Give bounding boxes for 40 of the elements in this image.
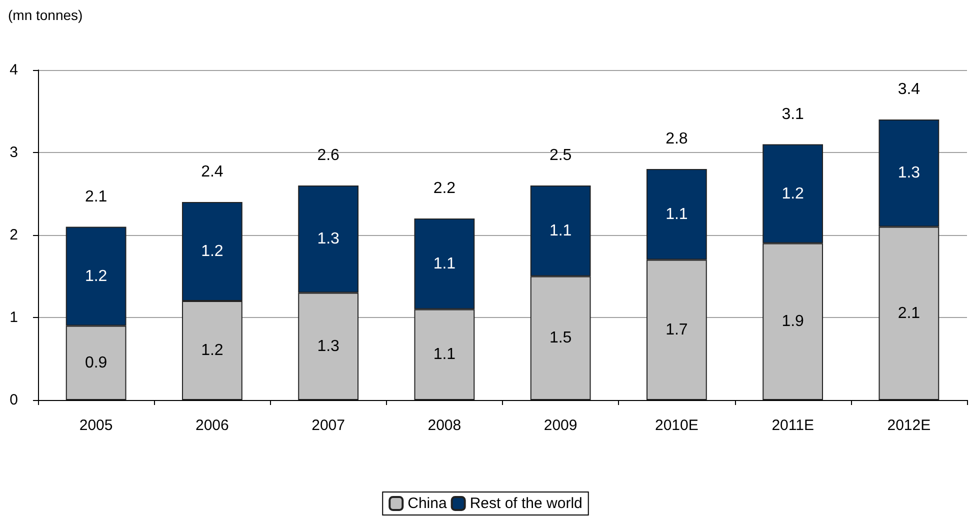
y-tick-label: 1 [10, 309, 18, 326]
total-label: 3.1 [782, 106, 804, 123]
data-label: 1.1 [666, 206, 688, 223]
data-label: 1.5 [549, 330, 572, 347]
legend-label: China [408, 495, 448, 512]
total-label: 2.6 [317, 147, 340, 164]
y-tick-label: 3 [10, 144, 18, 161]
x-tick-label: 2008 [428, 417, 462, 434]
data-label: 1.2 [84, 268, 108, 285]
x-tick-label: 2007 [312, 417, 345, 434]
data-label: 0.9 [84, 354, 108, 372]
legend-label: Rest of the world [470, 495, 582, 512]
total-label: 2.1 [84, 188, 108, 206]
total-label: 2.8 [666, 130, 688, 148]
y-axis-title: (mn tonnes) [8, 7, 83, 23]
x-tick-label: 2009 [544, 417, 578, 434]
y-tick-label: 2 [10, 226, 18, 244]
data-label: 1.2 [201, 342, 224, 359]
x-tick-label: 2006 [196, 417, 229, 434]
data-label: 1.7 [666, 321, 688, 338]
total-label: 2.5 [549, 147, 572, 164]
data-label: 1.3 [317, 230, 340, 248]
data-label: 1.1 [433, 346, 456, 364]
x-tick-label: 2010E [655, 417, 698, 434]
data-label: 1.9 [782, 313, 804, 330]
data-label: 1.3 [317, 338, 340, 355]
total-label: 2.2 [433, 180, 456, 197]
y-tick-label: 0 [10, 392, 18, 408]
data-label: 1.2 [201, 243, 224, 260]
data-label: 1.2 [782, 185, 804, 202]
data-label: 1.1 [549, 222, 572, 240]
total-label: 2.4 [201, 164, 224, 180]
x-tick-label: 2011E [772, 417, 814, 434]
data-label: 1.3 [898, 164, 920, 182]
total-label: 3.4 [898, 81, 920, 98]
x-tick-label: 2012E [887, 417, 931, 434]
data-label: 2.1 [898, 304, 920, 322]
x-tick-label: 2005 [79, 417, 113, 434]
y-tick-label: 4 [10, 62, 18, 78]
data-label: 1.1 [433, 255, 456, 272]
